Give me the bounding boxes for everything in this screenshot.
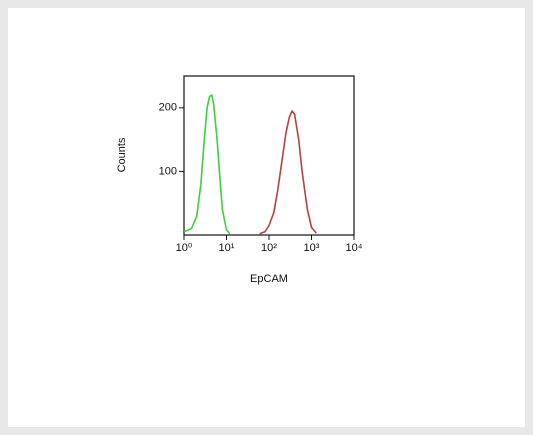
y-tick-label: 100 [159, 165, 177, 177]
x-tick-label: 10⁰ [176, 242, 193, 254]
x-axis-label: EpCAM [250, 273, 288, 285]
y-axis-label: Counts [116, 137, 128, 172]
x-tick-label: 10¹ [219, 242, 235, 254]
y-tick-label: 200 [159, 102, 177, 114]
curve [259, 110, 317, 235]
curve [183, 94, 231, 235]
x-tick-label: 10⁴ [346, 242, 363, 254]
x-tick-label: 10² [261, 242, 277, 254]
x-tick-label: 10³ [304, 242, 320, 254]
